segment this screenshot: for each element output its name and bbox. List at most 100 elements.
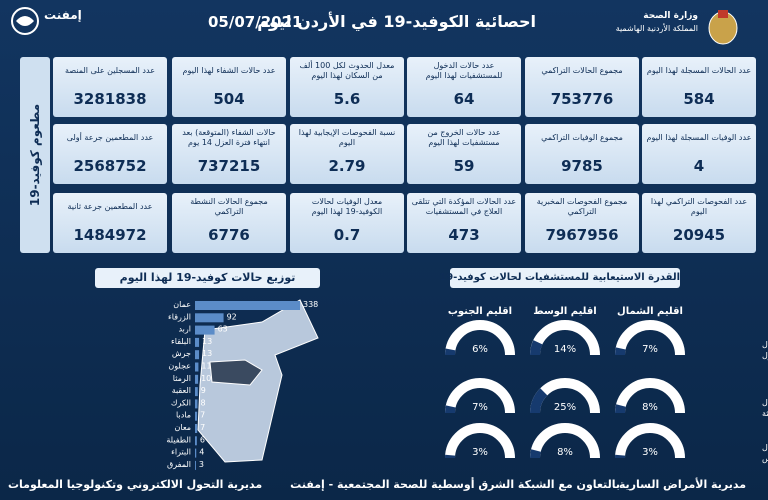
gauge-label: 6% bbox=[472, 344, 488, 355]
stat-label: نسبة الفحوصات الإيجابية لهذا اليوم bbox=[298, 128, 396, 147]
value-label: 63 bbox=[218, 325, 228, 334]
row-label: نسبة اشغالأجهزة التنفس bbox=[762, 443, 768, 463]
stat-label: عدد الفحوصات التراكمي لهذا اليوم bbox=[650, 197, 748, 216]
gauge-fill bbox=[445, 405, 456, 414]
footer-right: مديرية الأمراض السارية bbox=[618, 478, 746, 491]
stat-card: عدد حالات الدخول للمستشفيات لهذا اليوم 64 bbox=[407, 57, 521, 117]
bar-title-box: توزيع حالات كوفيد-19 لهذا اليوم bbox=[95, 268, 320, 288]
bar bbox=[195, 424, 198, 433]
bar bbox=[195, 374, 199, 384]
footer-left: مديرية التحول الالكتروني وتكنولوجيا المع… bbox=[8, 478, 263, 491]
gauge-title-box: القدرة الاستيعابية للمستشفيات لحالات كوف… bbox=[439, 268, 680, 288]
stat-value: 9785 bbox=[561, 157, 603, 175]
value-label: 7 bbox=[200, 411, 205, 420]
value-label: 9 bbox=[201, 386, 206, 395]
gauge-label: 8% bbox=[557, 447, 573, 458]
stat-value: 753776 bbox=[550, 90, 614, 108]
category-label: الطفيلة bbox=[166, 435, 191, 444]
stat-label: عدد الوفيات المسجلة لهذا اليوم bbox=[646, 133, 752, 142]
stat-value: 584 bbox=[683, 90, 715, 108]
region-label: اقليم الشمال bbox=[617, 306, 683, 317]
stat-value: 64 bbox=[453, 90, 475, 108]
kingdom: المملكة الأردنية الهاشمية bbox=[615, 24, 698, 33]
stat-card: مجموع الفحوصات المخبرية التراكمي 7967956 bbox=[525, 193, 639, 253]
value-label: 7 bbox=[200, 423, 205, 432]
gauge-track bbox=[615, 423, 685, 459]
stat-value: 0.7 bbox=[333, 226, 361, 244]
footer-center: بالتعاون مع الشبكة الشرق أوسطية للصحة ال… bbox=[290, 478, 620, 491]
stat-label: عدد المسجلين على المنصة bbox=[65, 66, 155, 75]
stat-value: 4 bbox=[693, 157, 705, 175]
stat-card: عدد الوفيات المسجلة لهذا اليوم 4 bbox=[642, 124, 756, 184]
stat-card: مجموع الوفيات التراكمي 9785 bbox=[525, 124, 639, 184]
stat-card: عدد حالات الشفاء لهذا اليوم 504 bbox=[172, 57, 286, 117]
stat-value: 5.6 bbox=[333, 90, 361, 108]
value-label: 8 bbox=[200, 398, 205, 407]
value-label: 92 bbox=[227, 312, 237, 321]
stat-card: عدد المطعمين جرعة ثانية 1484972 bbox=[53, 193, 167, 253]
stat-value: 2.79 bbox=[328, 157, 366, 175]
category-label: الكرك bbox=[171, 398, 191, 407]
value-label: 10 bbox=[201, 374, 211, 383]
gauge-label: 7% bbox=[472, 402, 488, 413]
stat-value: 504 bbox=[213, 90, 245, 108]
bar bbox=[195, 337, 200, 347]
gauge-fill bbox=[530, 340, 543, 356]
category-label: اربد bbox=[178, 325, 191, 334]
value-label: 3 bbox=[199, 460, 204, 469]
bar bbox=[195, 387, 198, 397]
category-label: البتراء bbox=[171, 448, 191, 457]
stat-label: عدد حالات الخروج من مستشفيات لهذا اليوم bbox=[427, 128, 501, 147]
stat-value: 1484972 bbox=[73, 226, 147, 244]
value-label: 338 bbox=[303, 300, 318, 309]
stat-value: 737215 bbox=[197, 157, 261, 175]
stat-card: مجموع الحالات النشطة التراكمي 6776 bbox=[172, 193, 286, 253]
stat-label: معدل الوفيات لحالات الكوفيد-19 لهذا اليو… bbox=[311, 197, 383, 216]
region-label: اقليم الوسط bbox=[533, 306, 596, 317]
bar bbox=[195, 411, 198, 421]
stat-label: عدد الحالات المؤكدة التي تتلقى العلاج في… bbox=[411, 197, 517, 216]
gauge-track bbox=[615, 320, 685, 356]
category-label: عمان bbox=[173, 300, 191, 309]
bar bbox=[195, 350, 200, 360]
gauge-track bbox=[445, 378, 515, 414]
value-label: 11 bbox=[201, 362, 211, 371]
stat-value: 6776 bbox=[208, 226, 250, 244]
stat-card: حالات الشفاء (المتوقعة) بعد انتهاء فترة … bbox=[172, 124, 286, 184]
region-label: اقليم الجنوب bbox=[448, 306, 512, 317]
stat-label: عدد المطعمين جرعة ثانية bbox=[67, 202, 153, 211]
page-title: احصائية الكوفيد-19 في الأردن ليوم bbox=[257, 12, 536, 31]
stat-label: مجموع الفحوصات المخبرية التراكمي bbox=[536, 197, 628, 216]
stat-card: عدد المسجلين على المنصة 3281838 bbox=[53, 57, 167, 117]
bar-title: توزيع حالات كوفيد-19 لهذا اليوم bbox=[119, 271, 296, 284]
vaccine-strip: مطعوم كوفيد-19 bbox=[20, 57, 50, 253]
category-label: مادبا bbox=[176, 411, 191, 420]
stat-value: 2568752 bbox=[73, 157, 147, 175]
row-label: نسبة اشغالأسرة العزل bbox=[762, 340, 768, 360]
gauge-label: 8% bbox=[642, 402, 658, 413]
stat-label: عدد حالات الدخول للمستشفيات لهذا اليوم bbox=[425, 61, 503, 80]
category-label: الزرقاء bbox=[168, 312, 191, 321]
row-label: نسبة اشغالأسرة العناية الحثيثة bbox=[762, 398, 768, 418]
stat-value: 7967956 bbox=[545, 226, 619, 244]
category-label: جرش bbox=[172, 349, 191, 358]
stat-label: مجموع الوفيات التراكمي bbox=[541, 133, 623, 142]
logo-name: إمفنت bbox=[44, 8, 82, 22]
gauge-track bbox=[445, 423, 515, 459]
gauge-track bbox=[615, 378, 685, 414]
category-label: معان bbox=[175, 423, 191, 432]
value-label: 13 bbox=[202, 349, 212, 358]
stat-card: عدد الحالات المسجلة لهذا اليوم 584 bbox=[642, 57, 756, 117]
gauge-fill bbox=[615, 404, 626, 414]
category-label: المفرق bbox=[167, 460, 191, 469]
stat-card: معدل الحدوث لكل 100 ألف من السكان لهذا ا… bbox=[290, 57, 404, 117]
stat-card: عدد الحالات المؤكدة التي تتلقى العلاج في… bbox=[407, 193, 521, 253]
stat-value: 20945 bbox=[672, 226, 726, 244]
ministry: وزارة الصحة bbox=[643, 11, 698, 21]
stat-label: مجموع الحالات التراكمي bbox=[541, 66, 623, 75]
bar bbox=[195, 460, 196, 470]
value-label: 6 bbox=[200, 435, 205, 444]
stat-card: عدد الفحوصات التراكمي لهذا اليوم 20945 bbox=[642, 193, 756, 253]
